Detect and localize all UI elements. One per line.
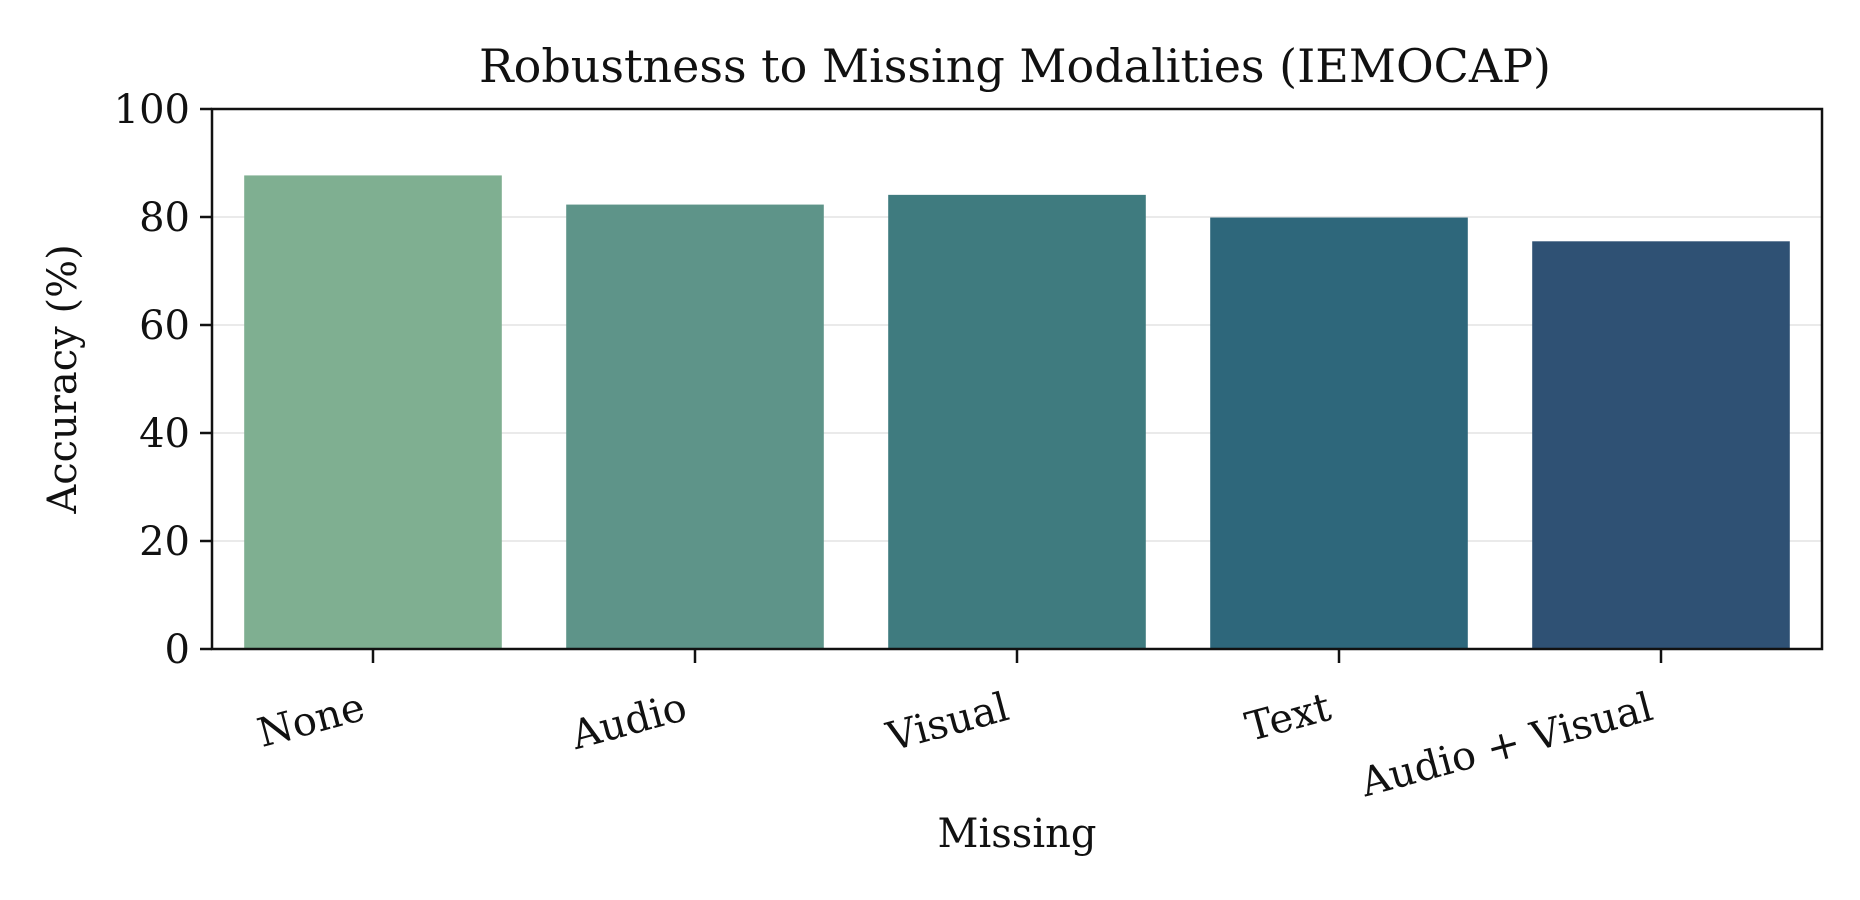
x-tick-label: Audio + Visual xyxy=(1355,684,1658,806)
bars xyxy=(244,175,1790,650)
bar-text xyxy=(1210,217,1468,650)
y-axis-label: Accuracy (%) xyxy=(40,244,86,514)
y-tick-label: 40 xyxy=(139,411,190,457)
y-tick-label: 80 xyxy=(139,195,190,241)
x-tick-label: Visual xyxy=(881,684,1014,761)
y-tick-label: 0 xyxy=(165,627,190,673)
chart-title: Robustness to Missing Modalities (IEMOCA… xyxy=(479,39,1551,93)
bar-audio xyxy=(566,204,824,649)
x-axis-label: Missing xyxy=(938,811,1097,857)
x-tick-label: None xyxy=(253,684,370,757)
y-axis-ticks: 0 20 40 60 80 100 xyxy=(114,87,212,673)
x-axis-ticks: None Audio Visual Text Audio + Visual xyxy=(253,649,1663,807)
y-tick-label: 20 xyxy=(139,519,190,565)
bar-none xyxy=(244,175,502,650)
y-tick-label: 100 xyxy=(114,87,190,133)
y-tick-label: 60 xyxy=(139,303,190,349)
x-tick-label: Audio xyxy=(566,684,692,759)
x-tick-label: Text xyxy=(1241,684,1336,751)
bar-audio-visual xyxy=(1532,241,1790,650)
bar-visual xyxy=(888,194,1146,650)
